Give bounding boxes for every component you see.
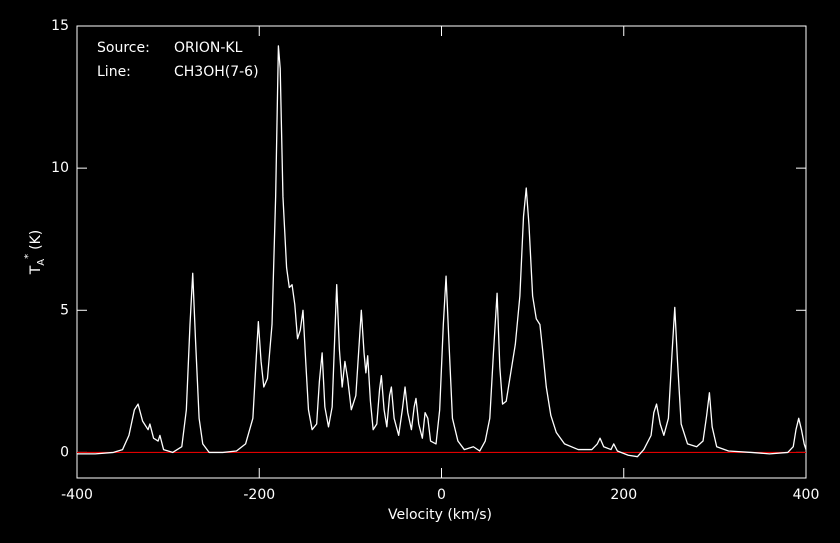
y-tick-label: 10 bbox=[51, 160, 69, 176]
y-tick-label: 5 bbox=[60, 302, 69, 318]
x-axis-label: Velocity (km/s) bbox=[388, 507, 492, 523]
annotation-label: Source: bbox=[97, 40, 150, 56]
y-label-sup: * bbox=[23, 254, 34, 259]
x-tick-label: 200 bbox=[610, 487, 637, 503]
y-label-main: T bbox=[28, 265, 44, 275]
y-tick-label: 0 bbox=[60, 444, 69, 460]
x-tick-label: 0 bbox=[437, 487, 446, 503]
y-tick-label: 15 bbox=[51, 18, 69, 34]
x-tick-label: 400 bbox=[793, 487, 820, 503]
annotation-value: ORION-KL bbox=[174, 40, 243, 56]
y-label-unit: (K) bbox=[28, 230, 44, 250]
x-tick-label: -200 bbox=[243, 487, 275, 503]
x-tick-label: -400 bbox=[61, 487, 93, 503]
annotation-label: Line: bbox=[97, 64, 131, 80]
spectrum-line bbox=[77, 45, 807, 458]
y-label-sub: A bbox=[36, 259, 47, 266]
y-axis-label: TA* (K) bbox=[23, 230, 47, 276]
annotation-value: CH3OH(7-6) bbox=[174, 64, 259, 80]
